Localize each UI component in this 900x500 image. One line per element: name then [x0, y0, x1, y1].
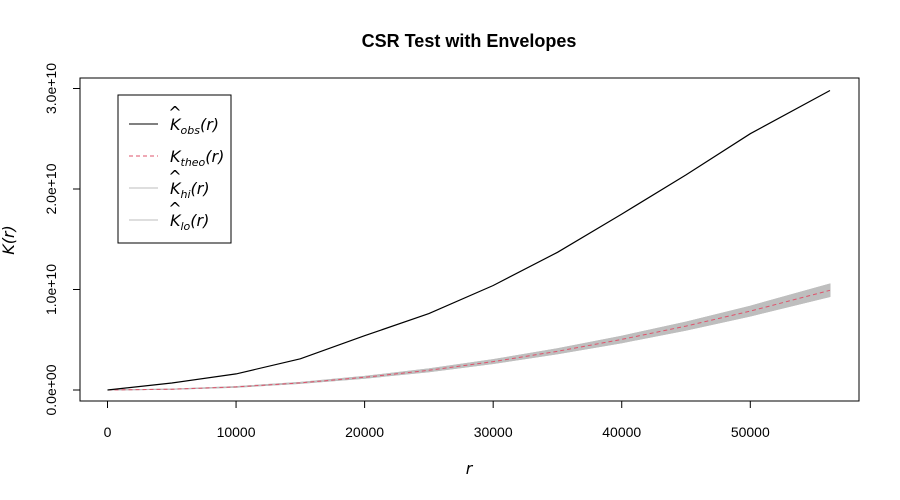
- series-lines: [107, 89, 831, 391]
- legend: Kobs(r)^Ktheo(r)Khi(r)^Klo(r)^: [117, 94, 232, 244]
- x-tick-label: 40000: [602, 424, 641, 440]
- legend-hat-icon: ^: [168, 103, 181, 122]
- envelope-band: [107, 283, 831, 391]
- x-tick-label: 20000: [345, 424, 384, 440]
- y-tick-label: 2.0e+10: [43, 163, 59, 214]
- y-tick-label: 0.0e+00: [43, 364, 59, 415]
- x-tick-label: 10000: [217, 424, 256, 440]
- x-axis-label: r: [466, 459, 474, 478]
- y-tick-label: 3.0e+10: [43, 63, 59, 114]
- y-axis-label: K(r): [0, 225, 18, 255]
- x-tick-label: 50000: [731, 424, 770, 440]
- envelope-band-area: [107, 283, 831, 391]
- legend-label-obs: Kobs(r): [170, 115, 219, 137]
- series-line-lo: [107, 296, 831, 391]
- y-axis: 0.0e+00 1.0e+10 2.0e+10 3.0e+10: [43, 63, 81, 416]
- legend-label-lo: Klo(r): [170, 211, 209, 233]
- legend-label-hi: Khi(r): [170, 179, 210, 201]
- legend-hat-icon: ^: [168, 167, 181, 186]
- y-tick-label: 1.0e+10: [43, 264, 59, 315]
- y-axis-label-group: K(r): [0, 225, 18, 255]
- series-line-obs: [107, 89, 831, 391]
- legend-box: [117, 94, 232, 244]
- chart-title: CSR Test with Envelopes: [362, 31, 577, 51]
- x-axis: 0 10000 20000 30000 40000 50000: [104, 400, 770, 440]
- legend-hat-icon: ^: [168, 199, 181, 218]
- x-tick-label: 30000: [474, 424, 513, 440]
- series-line-theo: [107, 289, 831, 391]
- legend-label-theo: Ktheo(r): [170, 147, 224, 169]
- x-tick-label: 0: [104, 424, 112, 440]
- series-line-hi: [107, 283, 831, 391]
